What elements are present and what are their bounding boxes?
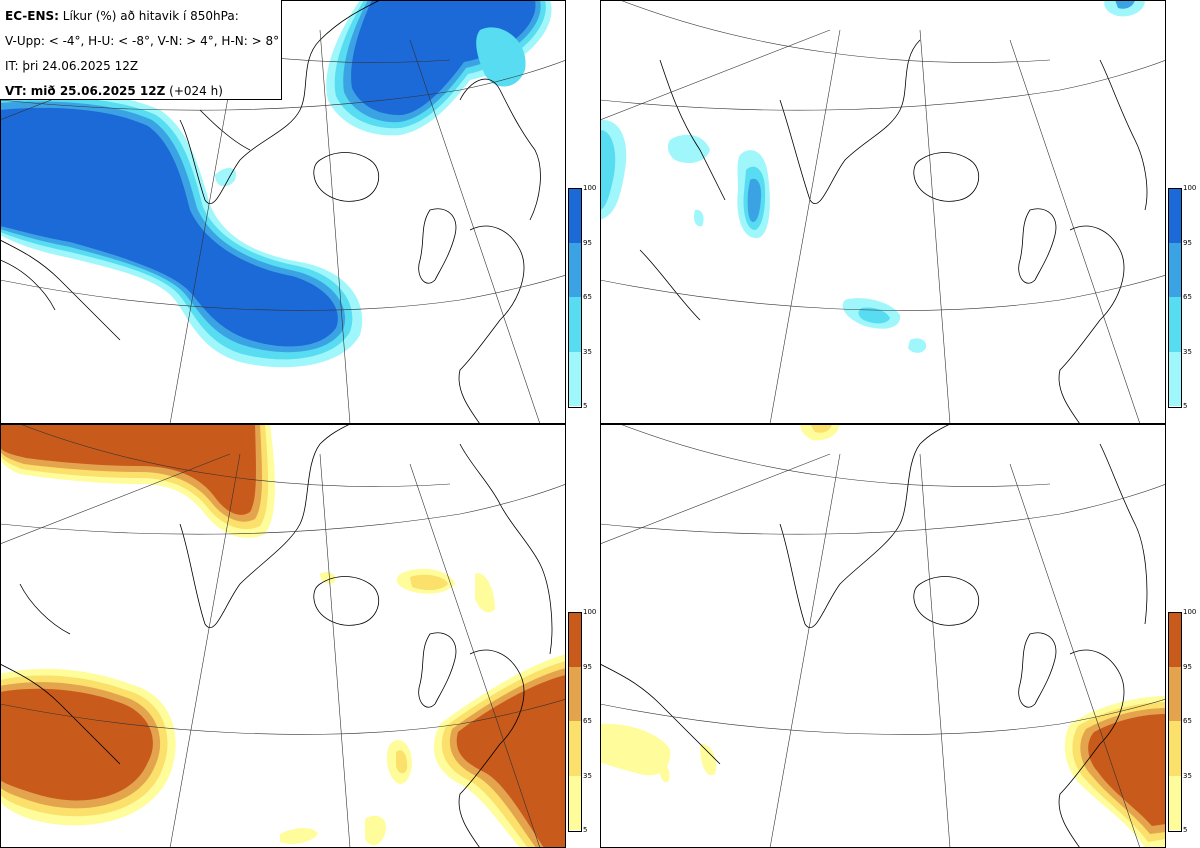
- colorbar-tick-label: 95: [1183, 662, 1192, 671]
- colorbar-tick-label: 95: [583, 238, 592, 247]
- colorbar-tick-label: 5: [583, 826, 588, 834]
- legend-valid-row: VT: mið 25.06.2025 12Z (+024 h): [5, 79, 281, 104]
- colorbar-tick-label: 65: [583, 293, 592, 301]
- colorbar-segment: [568, 188, 581, 243]
- colorbar-outline: [1168, 612, 1182, 832]
- map-panel-warm-8: [600, 424, 1166, 848]
- map-panel-cold-8: [600, 0, 1166, 424]
- colorbar-segment: [568, 297, 581, 352]
- legend-model: EC-ENS:: [5, 9, 59, 23]
- map-panel-cold-4: EC-ENS: Líkur (%) að hitavik í 850hPa: V…: [0, 0, 566, 424]
- map-panel-warm-4: [0, 424, 566, 848]
- colorbar-tick-label: 100: [583, 184, 597, 192]
- legend-valid-time: VT: mið 25.06.2025 12Z: [5, 84, 166, 98]
- graticule: [600, 424, 1166, 848]
- colorbar-tick-label: 95: [1183, 238, 1192, 247]
- legend-title-row: EC-ENS: Líkur (%) að hitavik í 850hPa:: [5, 4, 281, 29]
- colorbar-segment: [568, 612, 581, 667]
- colorbar-tick-label: 35: [1183, 771, 1192, 780]
- legend-lead-time: (+024 h): [165, 84, 223, 98]
- colorbar-segment: [1168, 612, 1181, 667]
- colorbar-tick-label: 35: [583, 771, 592, 780]
- panel-frame: [600, 424, 1166, 848]
- colorbar-segment: [1168, 775, 1181, 830]
- colorbar-outline: [568, 612, 582, 832]
- graticule: [0, 424, 566, 848]
- colorbar-segment: [568, 721, 581, 776]
- colorbar-tick-label: 65: [583, 717, 592, 725]
- colorbar-outline: [568, 188, 582, 408]
- colorbar-segment: [1168, 242, 1181, 297]
- colorbar-tick-label: 100: [1183, 608, 1197, 616]
- coastlines: [639, 39, 1148, 424]
- colorbar-segment: [1168, 351, 1181, 406]
- colorbar-tick-label: 95: [583, 662, 592, 671]
- colorbar-tick-label: 35: [1183, 347, 1192, 356]
- colorbar-segment: [1168, 188, 1181, 243]
- coastlines: [0, 0, 541, 424]
- legend-init-time: IT: þri 24.06.2025 12Z: [5, 59, 139, 73]
- colorbar-tick-label: 100: [583, 608, 597, 616]
- coastlines: [600, 424, 1148, 848]
- colorbar-tick-label: 65: [1183, 717, 1192, 725]
- colorbar-tick-label: 65: [1183, 293, 1192, 301]
- graticule: [600, 0, 1166, 424]
- colorbar-blue: 100 95 65 35 5: [1168, 184, 1200, 410]
- colorbar-tick-label: 5: [583, 402, 588, 410]
- probability-field: [600, 0, 1145, 353]
- colorbar-orange: 100 95 65 35 5: [1168, 608, 1200, 834]
- colorbar-blue: 100 95 65 35 5: [568, 184, 600, 410]
- colorbar-tick-label: 100: [1183, 184, 1197, 192]
- colorbar-segment: [568, 775, 581, 830]
- probability-field: [0, 0, 552, 368]
- colorbar-tick-label: 5: [1183, 826, 1188, 834]
- map-canvas: [0, 424, 566, 848]
- legend-thresholds: V-Upp: < -4°, H-U: < -8°, V-N: > 4°, H-N…: [5, 34, 280, 48]
- colorbar-outline: [1168, 188, 1182, 408]
- coastlines: [0, 424, 553, 848]
- map-legend: EC-ENS: Líkur (%) að hitavik í 850hPa: V…: [0, 0, 282, 100]
- colorbar-segment: [1168, 666, 1181, 721]
- colorbar-segment: [568, 242, 581, 297]
- panel-frame: [600, 0, 1166, 424]
- colorbar-segment: [1168, 297, 1181, 352]
- colorbar-orange: 100 95 65 35 5: [568, 608, 600, 834]
- panel-frame: [0, 424, 566, 848]
- map-canvas: [600, 0, 1166, 424]
- colorbar-segment: [568, 666, 581, 721]
- panel-frame: [0, 0, 566, 424]
- legend-description: Líkur (%) að hitavik í 850hPa:: [58, 9, 239, 23]
- map-canvas: [600, 424, 1166, 848]
- probability-field: [600, 424, 1166, 848]
- colorbar-segment: [568, 351, 581, 406]
- colorbar-segment: [1168, 721, 1181, 776]
- colorbar-tick-label: 35: [583, 347, 592, 356]
- colorbar-tick-label: 5: [1183, 402, 1188, 410]
